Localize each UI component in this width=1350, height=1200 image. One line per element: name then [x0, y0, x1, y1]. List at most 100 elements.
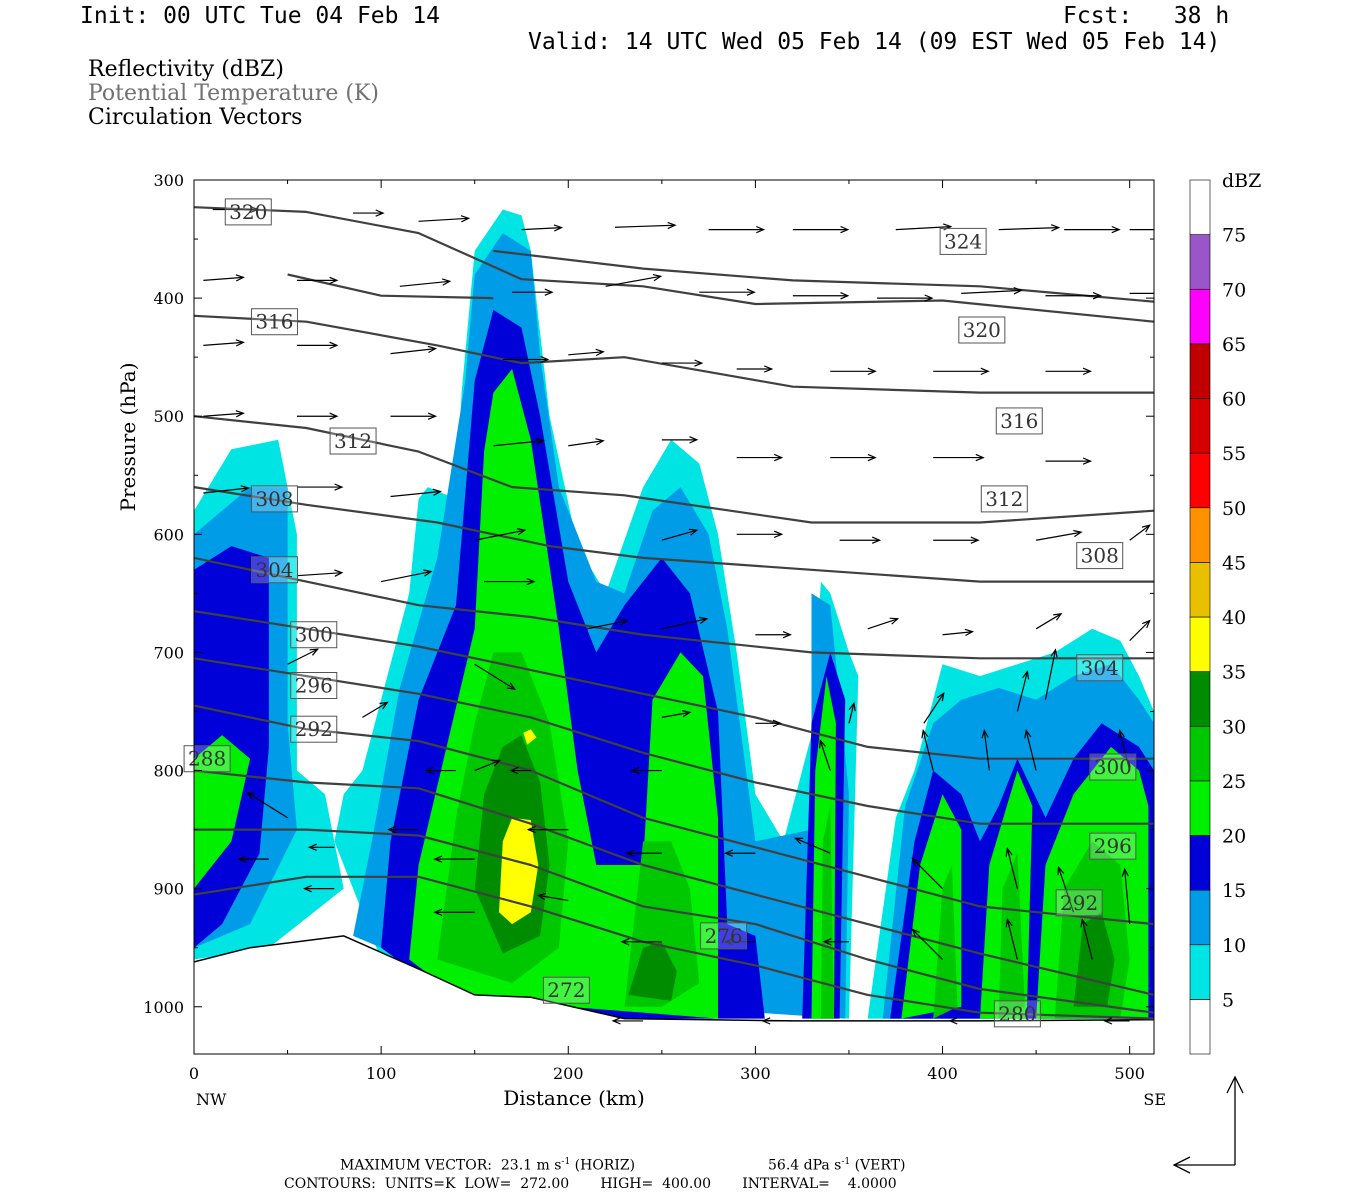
colorbar-swatch-4 [1189, 780, 1211, 836]
vector-102 [611, 1017, 644, 1025]
vector-42 [203, 485, 250, 494]
y-tick-600: 600 [153, 525, 1154, 544]
vector-84 [526, 825, 569, 834]
theta-line-9 [194, 704, 1154, 926]
colorbar-swatch-8 [1189, 562, 1211, 618]
vector-54 [484, 577, 536, 586]
max-horiz: MAXIMUM VECTOR: 23.1 m s [340, 1157, 562, 1174]
vector-48 [839, 536, 882, 544]
colorbar-label-25: 25 [1222, 771, 1246, 793]
vector-14 [512, 288, 554, 296]
vector-22 [203, 339, 245, 347]
theta-label-16: 296 [1089, 832, 1137, 860]
svg-text:400: 400 [927, 1064, 958, 1083]
svg-text:300: 300 [740, 1064, 771, 1083]
theta-label-15: 300 [1089, 753, 1137, 781]
colorbar-label-40: 40 [1222, 607, 1246, 629]
vector-30 [933, 367, 990, 376]
forecast-hour: Fcst: 38 h [1063, 3, 1230, 29]
colorbar-label-60: 60 [1222, 389, 1246, 411]
y-tick-300: 300 [153, 171, 1154, 190]
vector-51 [1129, 524, 1151, 541]
field-vectors: Circulation Vectors [88, 105, 303, 130]
max-vertical-label: 56.4 dPa s-1 (VERT) [768, 1157, 905, 1174]
vector-103 [761, 1017, 793, 1025]
colorbar-swatch-12 [1189, 343, 1211, 399]
contour-info: CONTOURS: UNITS=K LOW= 272.00 HIGH= 400.… [284, 1176, 897, 1192]
svg-text:292: 292 [295, 717, 333, 741]
vector-27 [661, 359, 704, 367]
vector-49 [933, 536, 980, 544]
x-end-se: SE [1143, 1090, 1166, 1109]
vector-10 [1129, 229, 1154, 231]
colorbar-swatch-0 [1189, 999, 1211, 1055]
max-vector-label: MAXIMUM VECTOR: 23.1 m s-1 (HORIZ) [340, 1157, 635, 1174]
vector-20 [1045, 292, 1103, 300]
vector-65 [661, 710, 692, 718]
colorbar-label-15: 15 [1222, 880, 1246, 902]
theta-line-11 [194, 828, 1154, 1014]
x-tick-500: 500 [1114, 180, 1145, 1083]
x-tick-400: 400 [927, 180, 958, 1083]
vector-64 [287, 648, 319, 665]
vector-41 [1045, 457, 1093, 465]
vector-46 [661, 528, 699, 541]
theta-label-1: 324 [939, 227, 987, 255]
colorbar-label-45: 45 [1222, 552, 1246, 574]
colorbar-swatch-3 [1189, 835, 1211, 891]
theta-line-1 [493, 249, 1154, 303]
theta-label-0: 320 [224, 198, 272, 226]
vector-62 [474, 663, 517, 691]
vector-105 [1103, 1017, 1130, 1025]
colorbar-label-30: 30 [1222, 716, 1246, 738]
svg-text:272: 272 [547, 978, 585, 1002]
vector-75 [819, 739, 831, 771]
svg-text:320: 320 [963, 318, 1001, 342]
colorbar-swatch-6 [1189, 671, 1211, 727]
svg-text:296: 296 [295, 674, 333, 698]
vector-61 [1129, 619, 1151, 642]
svg-text:324: 324 [944, 229, 982, 253]
plot-frame [193, 179, 1155, 1055]
svg-text:292: 292 [1060, 891, 1098, 915]
vector-76 [921, 729, 934, 771]
vector-91 [1121, 867, 1131, 925]
vector-77 [981, 728, 990, 771]
vector-13 [399, 278, 452, 287]
vector-2 [418, 215, 471, 223]
colorbar-swatch-5 [1189, 725, 1211, 782]
colorbar-swatch-14 [1189, 234, 1211, 290]
vector-70 [1044, 648, 1058, 700]
vector-35 [493, 437, 545, 447]
svg-text:312: 312 [334, 429, 372, 453]
y-tick-500: 500 [153, 407, 1154, 426]
svg-text:700: 700 [153, 643, 184, 662]
colorbar-label-5: 5 [1222, 989, 1234, 1011]
theta-line-4 [194, 415, 1154, 524]
vector-74 [630, 766, 662, 775]
x-tick-100: 100 [366, 180, 396, 1083]
valid-time: Valid: 14 UTC Wed 05 Feb 14 (09 EST Wed … [528, 29, 1221, 55]
vector-9 [1064, 225, 1121, 234]
terrain-line [194, 935, 1154, 1022]
vector-6 [792, 225, 850, 234]
vector-81 [307, 843, 335, 851]
below-ground [194, 935, 1154, 1054]
theta-line-10 [194, 769, 1154, 996]
vector-8 [998, 224, 1061, 232]
vector-38 [736, 453, 784, 462]
init-time: Init: 00 UTC Tue 04 Feb 14 [80, 3, 441, 29]
svg-text:304: 304 [255, 558, 293, 582]
vector-89 [1005, 847, 1018, 889]
theta-label-11: 304 [1076, 654, 1124, 682]
colorbar-label-55: 55 [1222, 443, 1246, 465]
colorbar-label-65: 65 [1222, 334, 1246, 356]
vector-17 [792, 292, 850, 300]
colorbar-label-10: 10 [1222, 935, 1246, 957]
vector-88 [911, 857, 943, 890]
y-tick-1000: 1000 [143, 998, 1154, 1017]
vector-0 [212, 205, 260, 214]
svg-text:900: 900 [153, 880, 184, 899]
dbz-region-25 [499, 817, 539, 925]
